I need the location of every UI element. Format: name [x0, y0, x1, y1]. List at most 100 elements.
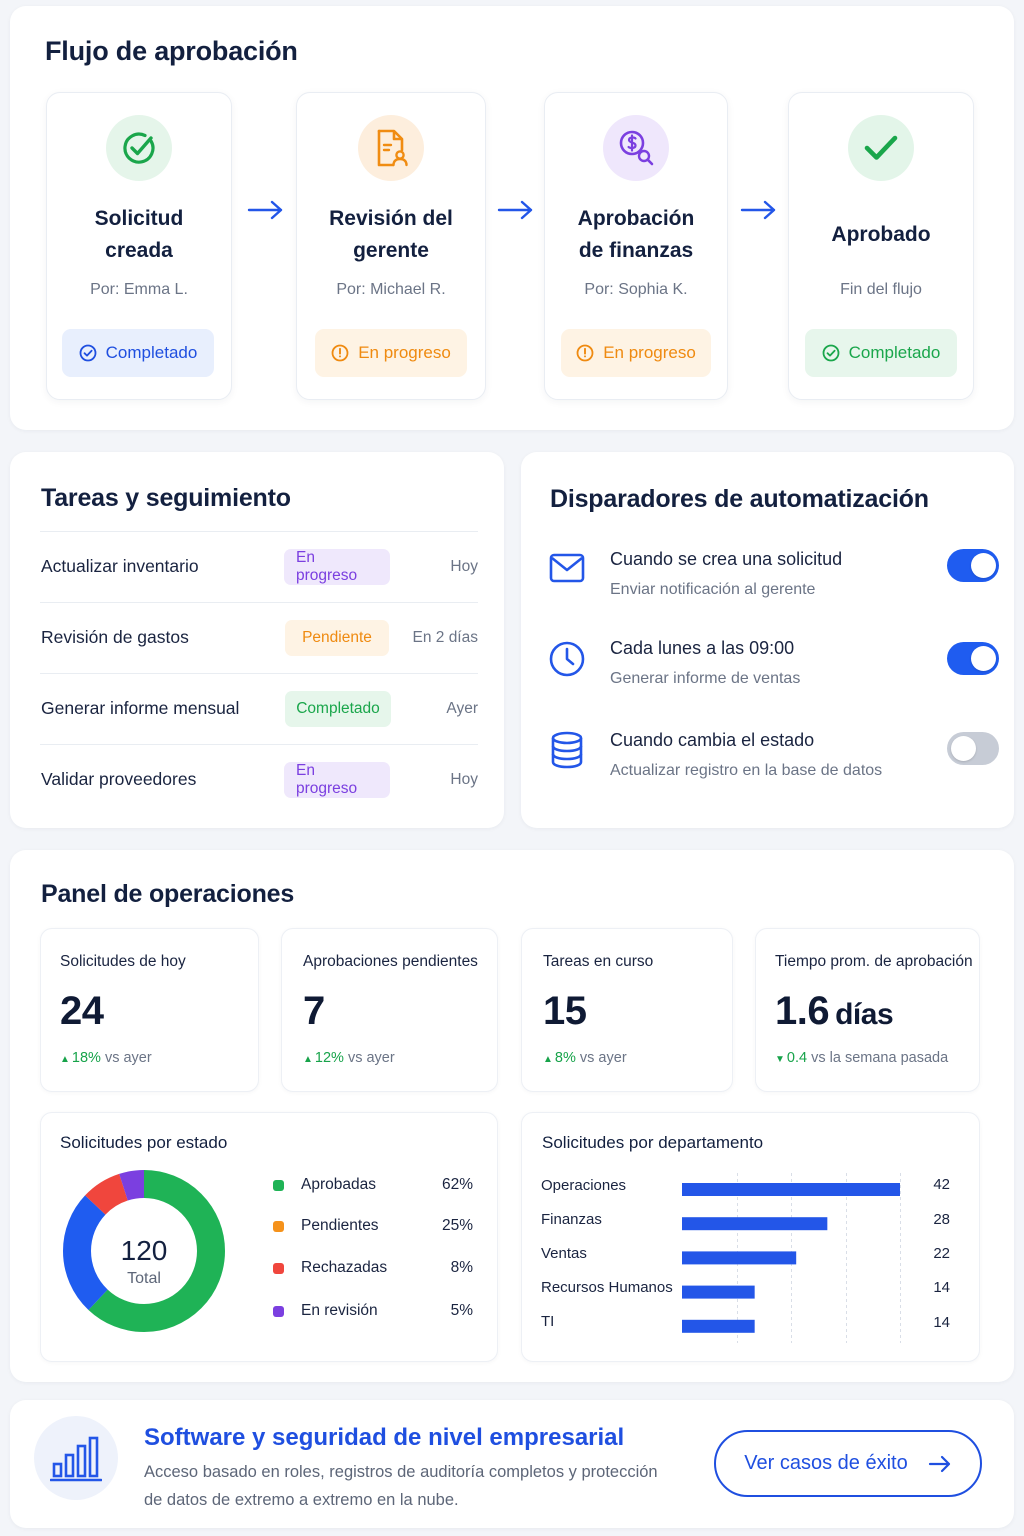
badge-label: En progreso: [603, 343, 696, 362]
trigger-toggle[interactable]: [947, 732, 999, 765]
view-success-stories-button[interactable]: Ver casos de éxito: [714, 1430, 982, 1497]
legend-item-approved: Aprobadas 62%: [273, 1175, 473, 1197]
step-title: Aprobado: [831, 223, 931, 246]
legend-item-rejected: Rechazadas 8%: [273, 1258, 473, 1280]
task-row[interactable]: Validar proveedores En progreso Hoy: [40, 744, 478, 815]
task-row[interactable]: Revisión de gastos Pendiente En 2 días: [40, 602, 478, 673]
kpi-label: Solicitudes de hoy: [60, 953, 186, 970]
tasks-panel: Tareas y seguimiento Actualizar inventar…: [10, 452, 504, 828]
department-bar-chart: [682, 1173, 901, 1343]
bar-category-label: Ventas: [541, 1245, 587, 1262]
task-name: Generar informe mensual: [41, 698, 240, 718]
kpi-delta-text: vs ayer: [579, 1050, 627, 1066]
workflow-step-manager-review[interactable]: Revisión del gerente Por: Michael R. En …: [296, 92, 486, 400]
kpi-delta-text: vs la semana pasada: [811, 1050, 949, 1066]
bar-chart-icon: [34, 1416, 118, 1500]
kpi-delta: ▲ 12% vs ayer: [303, 1050, 395, 1066]
legend-label: En revisión: [301, 1302, 378, 1319]
arrow-right-icon: [740, 200, 776, 220]
clock-alert-icon: [331, 344, 349, 362]
kpi-number: 15: [543, 989, 587, 1033]
banner-title: Software y seguridad de nivel empresaria…: [144, 1424, 625, 1451]
trend-up-icon: ▲: [303, 1054, 313, 1065]
mail-icon: [549, 553, 585, 583]
kpi-value: 7: [303, 989, 325, 1034]
status-badge-completed[interactable]: Completado: [62, 329, 214, 377]
step-title: Aprobación de finanzas: [577, 207, 695, 262]
legend-swatch: [273, 1180, 284, 1191]
kpi-label: Tiempo prom. de aprobación: [775, 953, 973, 970]
kpi-delta: ▲ 18% vs ayer: [60, 1050, 152, 1066]
trigger-item: Cuando cambia el estado Actualizar regis…: [547, 730, 999, 800]
trigger-item: Cuando se crea una solicitud Enviar noti…: [547, 549, 999, 619]
kpi-delta-value: 8%: [554, 1050, 576, 1066]
status-badge-in-progress[interactable]: En progreso: [561, 329, 711, 377]
kpi-delta-value: 12%: [314, 1050, 344, 1066]
kpi-number: 7: [303, 989, 325, 1033]
dollar-search-icon: [603, 115, 669, 181]
kpi-delta-text: vs ayer: [104, 1050, 152, 1066]
task-row[interactable]: Actualizar inventario En progreso Hoy: [40, 531, 478, 602]
operations-title: Panel de operaciones: [41, 880, 295, 908]
status-badge: Completado: [285, 691, 391, 727]
clock-alert-icon: [576, 344, 594, 362]
kpi-unit: días: [835, 998, 894, 1031]
department-chart-card: Solicitudes por departamento Operaciones…: [521, 1112, 980, 1362]
task-due: Ayer: [446, 700, 478, 717]
step-title: Revisión del gerente: [329, 207, 453, 262]
legend-value: 5%: [450, 1302, 473, 1319]
workflow-step-finance-approval[interactable]: Aprobación de finanzas Por: Sophia K. En…: [544, 92, 728, 400]
trigger-action: Generar informe de ventas: [610, 670, 801, 687]
task-row[interactable]: Generar informe mensual Completado Ayer: [40, 673, 478, 744]
bar-ventas: [682, 1251, 797, 1265]
check-circle-small-icon: [79, 344, 97, 362]
kpi-card: Tiempo prom. de aprobación 1.6 días ▼ 0.4 …: [755, 928, 980, 1092]
donut-slice-pendientes: [63, 1170, 225, 1332]
chart-title: Solicitudes por estado: [60, 1133, 228, 1152]
kpi-value: 24: [60, 989, 104, 1034]
step-assignee: Por: Michael R.: [336, 281, 446, 298]
legend-value: 8%: [450, 1259, 473, 1276]
legend-swatch: [273, 1221, 284, 1232]
step-assignee: Fin del flujo: [840, 281, 922, 298]
kpi-number: 1.6: [775, 989, 830, 1033]
donut-total-label: Total: [127, 1270, 161, 1287]
trigger-action: Actualizar registro en la base de datos: [610, 762, 883, 779]
enterprise-banner: Software y seguridad de nivel empresaria…: [10, 1400, 1014, 1528]
toggle-knob: [971, 646, 996, 671]
legend-item-in-review: En revisión 5%: [273, 1301, 473, 1323]
document-user-icon: [358, 115, 424, 181]
kpi-value: 1.6 días: [775, 989, 894, 1034]
task-due: Hoy: [450, 771, 478, 788]
trigger-toggle[interactable]: [947, 642, 999, 675]
legend-label: Pendientes: [301, 1217, 379, 1234]
database-icon: [551, 731, 583, 769]
check-circle-icon: [106, 115, 172, 181]
donut-slice-en-revisión: [63, 1170, 225, 1332]
step-assignee: Por: Sophia K.: [584, 281, 688, 298]
bar-value-label: 42: [933, 1176, 950, 1193]
workflow-step-approved[interactable]: Aprobado Fin del flujo Completado: [788, 92, 974, 400]
bar-ti: [682, 1319, 755, 1333]
arrow-right-icon: [928, 1455, 950, 1472]
kpi-card: Tareas en curso 15 ▲ 8% vs ayer: [521, 928, 733, 1092]
step-assignee: Por: Emma L.: [90, 281, 188, 298]
bar-value-label: 22: [933, 1245, 950, 1262]
badge-label: Completado: [105, 343, 198, 362]
task-name: Validar proveedores: [41, 769, 197, 789]
trigger-toggle[interactable]: [947, 549, 999, 582]
workflow-step-request-created[interactable]: Solicitud creada Por: Emma L. Completado: [46, 92, 232, 400]
trend-down-icon: ▼: [775, 1054, 785, 1065]
legend-value: 25%: [441, 1217, 473, 1234]
status-badge-in-progress[interactable]: En progreso: [315, 329, 467, 377]
legend-label: Aprobadas: [301, 1176, 376, 1193]
check-circle-small-icon: [822, 344, 840, 362]
legend-swatch: [273, 1263, 284, 1274]
toggle-knob: [951, 736, 976, 761]
badge-label: En progreso: [358, 343, 451, 362]
bar-operaciones: [682, 1183, 900, 1196]
button-label: Ver casos de éxito: [744, 1452, 908, 1474]
status-badge: En progreso: [284, 762, 390, 798]
status-badge-completed[interactable]: Completado: [805, 329, 957, 377]
kpi-delta: ▲ 8% vs ayer: [543, 1050, 627, 1066]
